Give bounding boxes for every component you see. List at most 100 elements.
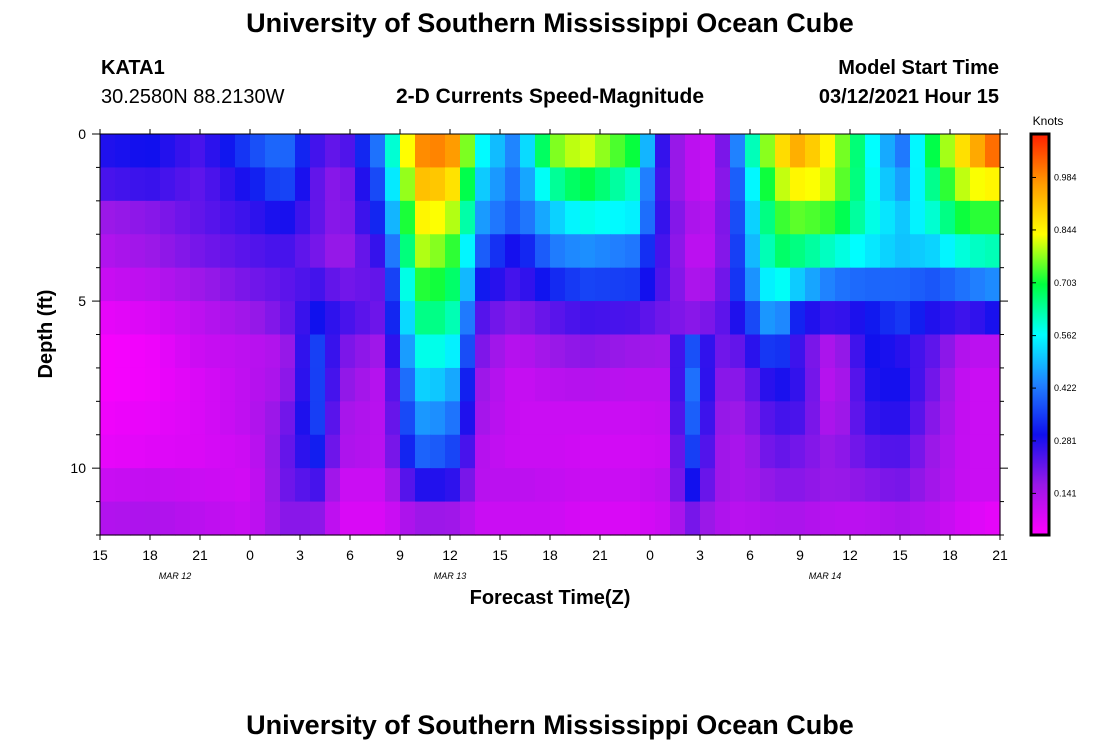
- heatmap-cell: [970, 367, 986, 402]
- heatmap-cell: [700, 167, 716, 202]
- heatmap-cell: [910, 468, 926, 503]
- heatmap-cell: [625, 334, 641, 369]
- heatmap-cell: [625, 468, 641, 503]
- heatmap-cell: [340, 267, 356, 302]
- heatmap-cell: [580, 234, 596, 269]
- heatmap-cell: [100, 334, 116, 369]
- heatmap-cell: [910, 234, 926, 269]
- heatmap-cell: [925, 434, 941, 469]
- heatmap-cell: [580, 501, 596, 536]
- date-label: MAR 12: [159, 571, 192, 581]
- heatmap-cell: [670, 334, 686, 369]
- heatmap-cell: [880, 468, 896, 503]
- heatmap-cell: [400, 234, 416, 269]
- heatmap-cell: [535, 501, 551, 536]
- heatmap-cell: [655, 501, 671, 536]
- heatmap-cell: [460, 167, 476, 202]
- heatmap-cell: [700, 134, 716, 169]
- heatmap-cell: [205, 367, 221, 402]
- heatmap-cell: [880, 367, 896, 402]
- heatmap-cell: [805, 134, 821, 169]
- heatmap-cell: [955, 334, 971, 369]
- heatmap-cell: [775, 267, 791, 302]
- heatmap-cell: [370, 501, 386, 536]
- heatmap-cell: [790, 167, 806, 202]
- heatmap-cell: [250, 167, 266, 202]
- heatmap-cell: [700, 267, 716, 302]
- heatmap-cell: [385, 200, 401, 235]
- heatmap-cell: [145, 234, 161, 269]
- heatmap-cell: [835, 334, 851, 369]
- heatmap-cell: [985, 468, 1001, 503]
- heatmap-cell: [250, 301, 266, 336]
- heatmap-cell: [415, 234, 431, 269]
- heatmap-cell: [685, 301, 701, 336]
- y-axis-label: Depth (ft): [35, 290, 57, 379]
- heatmap-cell: [805, 334, 821, 369]
- heatmap-cell: [460, 401, 476, 436]
- heatmap-cell: [325, 200, 341, 235]
- heatmap-cell: [370, 134, 386, 169]
- heatmap-cell: [190, 267, 206, 302]
- heatmap-cell: [235, 134, 251, 169]
- heatmap-cell: [355, 134, 371, 169]
- heatmap-cell: [490, 334, 506, 369]
- heatmap-cell: [940, 200, 956, 235]
- heatmap-cell: [850, 367, 866, 402]
- heatmap-cell: [400, 401, 416, 436]
- heatmap-cell: [685, 501, 701, 536]
- heatmap-cell: [835, 401, 851, 436]
- heatmap-cell: [190, 434, 206, 469]
- heatmap-cell: [190, 334, 206, 369]
- colorbar-tick-label: 0.141: [1054, 488, 1077, 498]
- heatmap-cell: [505, 501, 521, 536]
- heatmap-cell: [160, 167, 176, 202]
- heatmap-cell: [325, 367, 341, 402]
- heatmap-cell: [190, 468, 206, 503]
- heatmap-cell: [355, 434, 371, 469]
- heatmap-cell: [115, 167, 131, 202]
- footer-title: University of Southern Mississippi Ocean…: [246, 710, 854, 740]
- heatmap-cell: [280, 401, 296, 436]
- heatmap-cell: [280, 134, 296, 169]
- y-tick-label: 5: [78, 293, 86, 309]
- heatmap-cell: [130, 267, 146, 302]
- heatmap-cell: [415, 301, 431, 336]
- heatmap-cell: [820, 501, 836, 536]
- heatmap-cell: [325, 301, 341, 336]
- heatmap-cell: [865, 434, 881, 469]
- heatmap-cell: [910, 167, 926, 202]
- heatmap-cell: [640, 367, 656, 402]
- heatmap-cell: [715, 267, 731, 302]
- heatmap-cell: [805, 267, 821, 302]
- heatmap-cell: [370, 434, 386, 469]
- heatmap-cell: [400, 434, 416, 469]
- heatmap-cell: [865, 401, 881, 436]
- heatmap-cell: [535, 134, 551, 169]
- heatmap-cell: [850, 167, 866, 202]
- heatmap-cell: [715, 167, 731, 202]
- y-tick-label: 10: [70, 460, 86, 476]
- heatmap-cell: [100, 267, 116, 302]
- heatmap-cell: [190, 134, 206, 169]
- heatmap-cell: [790, 134, 806, 169]
- x-axis-label: Forecast Time(Z): [470, 587, 631, 609]
- heatmap-cell: [115, 200, 131, 235]
- heatmap-cell: [985, 334, 1001, 369]
- heatmap-cell: [175, 167, 191, 202]
- heatmap-cell: [385, 301, 401, 336]
- heatmap-cell: [790, 401, 806, 436]
- heatmap-cell: [115, 134, 131, 169]
- heatmap-cell: [715, 301, 731, 336]
- heatmap-cell: [670, 301, 686, 336]
- heatmap-cell: [820, 234, 836, 269]
- heatmap-cell: [235, 401, 251, 436]
- heatmap-cell: [430, 200, 446, 235]
- heatmap-cell: [685, 468, 701, 503]
- heatmap-cell: [760, 200, 776, 235]
- heatmap-cell: [955, 401, 971, 436]
- heatmap-cell: [205, 134, 221, 169]
- heatmap-cell: [610, 468, 626, 503]
- heatmap-cell: [775, 401, 791, 436]
